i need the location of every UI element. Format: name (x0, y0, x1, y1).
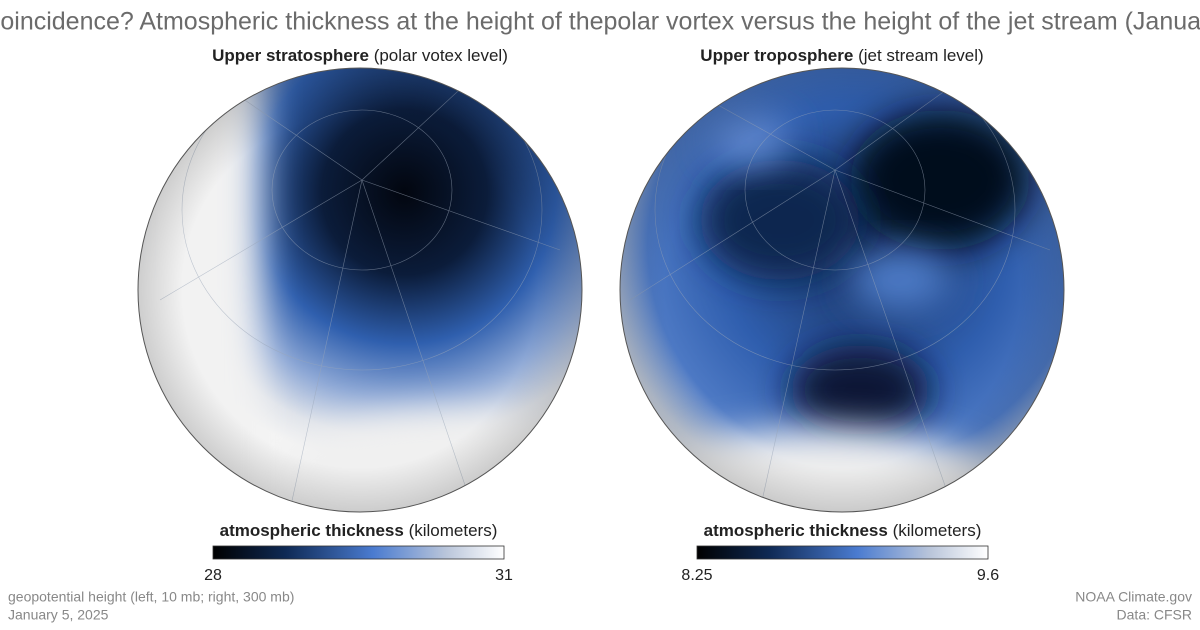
globe-right (619, 67, 1065, 513)
footer-left: geopotential height (left, 10 mb; right,… (8, 589, 294, 605)
panel-heading: Upper stratosphere (polar votex level) (212, 46, 508, 65)
heading-rest: (jet stream level) (858, 46, 984, 65)
colorbar (696, 545, 989, 560)
colorbar-max: 31 (495, 567, 513, 584)
legend-title: atmospheric thickness (kilometers) (220, 521, 498, 540)
colorbar (212, 545, 505, 560)
colorbar-min: 28 (204, 567, 222, 584)
legend-bold: atmospheric thickness (704, 521, 888, 540)
legend-rest: (kilometers) (409, 521, 498, 540)
colorbar-min: 8.25 (681, 567, 712, 584)
footer-right: NOAA Climate.gov (1075, 589, 1192, 605)
heading-bold: Upper troposphere (700, 46, 853, 65)
colorbar-max: 9.6 (977, 567, 999, 584)
legend-rest: (kilometers) (893, 521, 982, 540)
heading-bold: Upper stratosphere (212, 46, 369, 65)
footer-left: January 5, 2025 (8, 607, 109, 623)
footer-right: Data: CFSR (1117, 607, 1192, 623)
heading-rest: (polar votex level) (374, 46, 508, 65)
globe-left (137, 67, 583, 513)
legend-bold: atmospheric thickness (220, 521, 404, 540)
panel-heading: Upper troposphere (jet stream level) (700, 46, 983, 65)
title: Cause or coincidence? Atmospheric thickn… (0, 8, 1200, 36)
legend-title: atmospheric thickness (kilometers) (704, 521, 982, 540)
